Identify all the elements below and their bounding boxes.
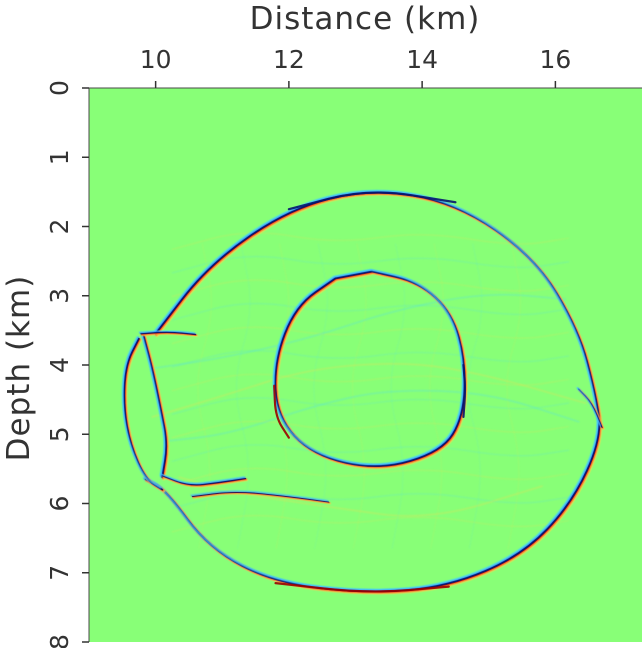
left-side-event-wavelet (121, 336, 166, 493)
texture-stripe (171, 326, 570, 345)
texture-diagonal (151, 363, 587, 418)
texture-stripe (171, 514, 570, 533)
wavelet-blue-band (139, 330, 196, 335)
wavelet-cyan-band (142, 189, 599, 591)
wavelet-cyan-band (576, 386, 601, 427)
inner-ellipse-wavelet (272, 268, 468, 470)
texture-stripe (313, 243, 328, 549)
x-tick-label: 14 (406, 45, 438, 74)
wavelet-cyan-band (159, 473, 245, 484)
wavelet-cyan-band (138, 329, 195, 334)
wavelet-cyan-band (121, 336, 162, 489)
x-tick-label: 16 (539, 45, 571, 74)
texture-stripe (171, 397, 570, 415)
texture-diagonal (151, 293, 567, 370)
texture-stripe (171, 232, 570, 250)
strong-event-highlight (273, 384, 290, 439)
texture-diagonal (164, 389, 580, 442)
texture-stripe (171, 420, 570, 439)
texture-stripe (352, 243, 367, 549)
left-inner-arc-wavelet (140, 333, 170, 481)
y-tick-label: 0 (45, 80, 74, 96)
x-tick-label: 12 (273, 45, 305, 74)
wavelet-dark-blue-band (142, 335, 167, 478)
plot-layer (89, 88, 642, 642)
y-tick-label: 3 (45, 288, 74, 304)
texture-stripe (197, 243, 212, 549)
texture-stripe (236, 243, 251, 549)
y-tick-label: 8 (45, 634, 74, 648)
y-tick-label: 5 (45, 426, 74, 442)
texture-stripe (171, 467, 570, 486)
wavelet-dark-blue-band (161, 475, 246, 486)
upper-streak-wavelet (138, 329, 199, 338)
texture-stripe (171, 373, 570, 392)
strong-event-highlight (274, 582, 450, 593)
texture-group (151, 232, 587, 549)
texture-stripe (171, 444, 570, 462)
texture-stripe (171, 279, 570, 297)
y-tick-label: 2 (45, 219, 74, 235)
texture-stripe (506, 243, 521, 549)
wavelet-dark-blue-band (191, 491, 330, 503)
wavelet-cyan-band (190, 490, 328, 501)
y-tick-label: 6 (45, 496, 74, 512)
x-tick-label: 10 (140, 45, 172, 74)
x-axis-title: Distance (km) (250, 1, 481, 37)
wavelet-cyan-band (140, 333, 166, 477)
y-axis-title: Depth (km) (1, 275, 37, 462)
texture-stripe (468, 243, 483, 549)
wavelet-red-band (192, 492, 331, 504)
y-tick-label: 7 (45, 565, 74, 581)
texture-stripe (171, 491, 570, 509)
y-tick-label: 4 (45, 357, 74, 373)
wavelet-yellow-band (192, 493, 332, 505)
right-cusp-wavelet (576, 386, 605, 430)
lower-streak-wavelet (159, 473, 249, 488)
wavelet-dark-blue-band (140, 331, 196, 335)
strong-event-highlight (287, 191, 457, 211)
texture-stripe (171, 350, 570, 368)
y-tick-label: 1 (45, 149, 74, 165)
strong-event-highlight (462, 363, 467, 419)
texture-stripe (171, 303, 570, 321)
wavelet-blue-band (190, 491, 329, 502)
lower-weak-streak-wavelet (190, 490, 332, 505)
wavelet-cyan-band (272, 268, 464, 466)
